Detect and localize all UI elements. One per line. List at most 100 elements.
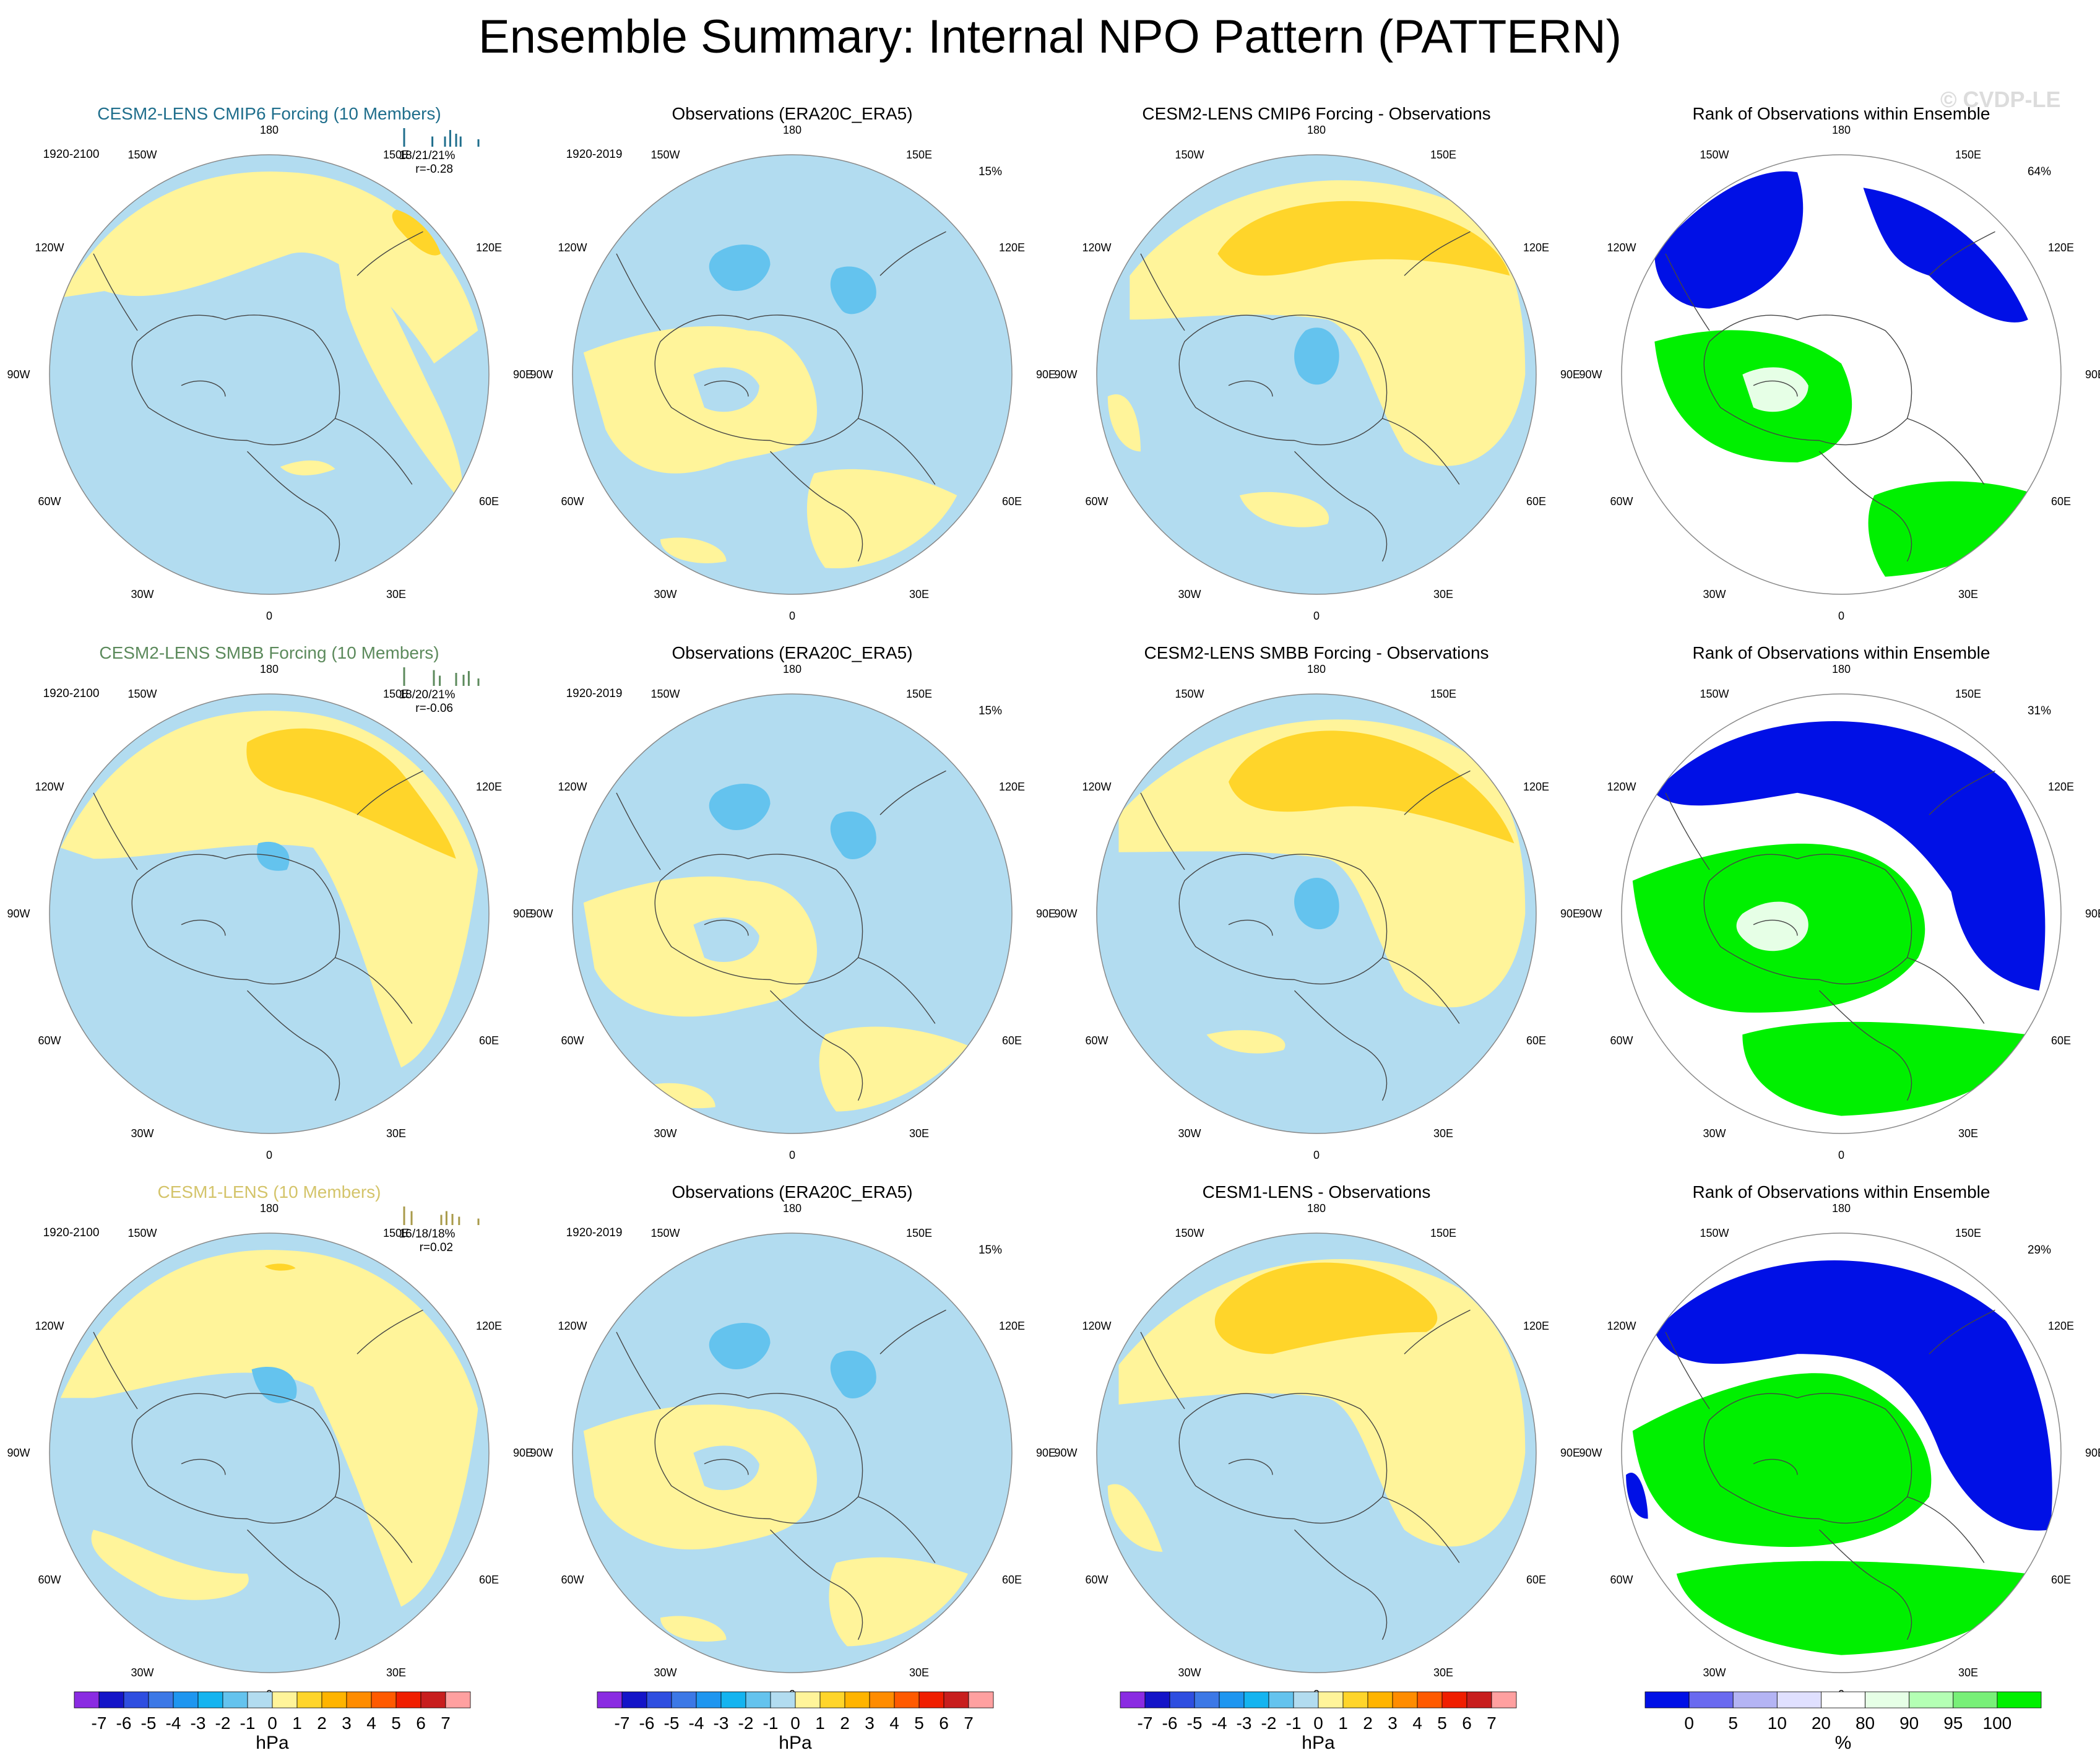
colorbar-tick: 100 [1983,1713,2012,1733]
contour-region-3 [280,460,335,475]
colorbar-box [1417,1691,1443,1709]
colorbar-box [1997,1691,2042,1709]
colorbar-box [247,1691,273,1709]
lon-label: 30W [1178,1127,1201,1140]
colorbar-tick: 80 [1856,1713,1875,1733]
panel-map-r2c3 [1622,1233,2061,1673]
colorbar-tick: -2 [1261,1713,1277,1733]
lon-label: 90W [530,1447,553,1459]
colorbar-box [1441,1691,1467,1709]
pattern-correlation: r=-0.28 [415,163,453,176]
colorbar-box [869,1691,895,1709]
contour-region-2 [256,841,290,871]
lon-label: 150W [1175,688,1204,700]
lon-label: 30W [654,588,676,600]
colorbar-box [1821,1691,1865,1709]
colorbar-box [1243,1691,1269,1709]
lon-label: 120E [476,781,502,793]
lon-label: 90W [1579,1447,1602,1459]
contour-region-4 [819,1026,968,1112]
panel-title: CESM2-LENS SMBB Forcing - Observations [1144,643,1489,662]
lon-label: 60W [561,1034,584,1047]
contour-region-3 [91,1530,249,1600]
lon-label: 0 [789,1149,795,1161]
colorbar-box [943,1691,969,1709]
contour-region-2 [1107,1484,1163,1552]
panel-title: Rank of Observations within Ensemble [1693,1182,1990,1202]
lon-label: 30W [1178,1666,1201,1679]
lon-label: 90W [1054,907,1077,920]
colorbar-box [74,1691,100,1709]
colorbar-tick: -6 [116,1713,132,1733]
contour-region-1 [1229,730,1515,844]
colorbar-tick: 0 [790,1713,800,1733]
colorbar-tick: -1 [1286,1713,1302,1733]
lon-label: 150W [127,1227,157,1239]
panel-map-r1c1 [573,694,1012,1133]
lon-label: 90W [530,368,553,381]
lon-label: 60W [561,1574,584,1586]
coastline [1665,231,1995,397]
colorbar-tick: 10 [1768,1713,1787,1733]
coastline [93,231,423,397]
colorbar-tick: 5 [914,1713,924,1733]
panel-map-r1c0 [50,694,489,1133]
map-border [1096,1232,1537,1673]
map-border [49,154,490,595]
contour-region-0 [709,784,771,830]
colorbar-tick: 2 [840,1713,850,1733]
colorbar-tick: -4 [1212,1713,1227,1733]
lon-label: 30E [386,1127,406,1140]
lon-label: 150W [1700,1227,1729,1239]
lon-label: 180 [1307,124,1326,136]
contour-region-2 [392,209,441,256]
lon-label: 90E [1036,1447,1056,1459]
rank-region-0 [1654,721,2046,991]
colorbar-box [1293,1691,1319,1709]
contour-region-3 [693,367,759,412]
lon-label: 30W [131,588,153,600]
contour-region-1 [1217,201,1510,276]
lon-label: 30E [1433,1127,1453,1140]
colorbar-tick: 5 [1437,1713,1447,1733]
colorbar-box [1392,1691,1418,1709]
colorbar-tick: 4 [1412,1713,1422,1733]
panel-r1c2: CESM2-LENS SMBB Forcing - Observations18… [1054,643,1580,1161]
colorbar-tick: 0 [1684,1713,1694,1733]
colorbar-box [1219,1691,1245,1709]
lon-label: 180 [1832,124,1851,136]
pattern-percent: 64% [2028,165,2051,178]
rank-region-2 [1626,1472,1648,1519]
coastline [770,957,936,1101]
panel-title: CESM1-LENS - Observations [1203,1182,1431,1202]
colorbar-tick: 95 [1943,1713,1963,1733]
lon-label: 60W [1085,495,1108,508]
lon-label: 120E [999,1320,1025,1332]
lon-label: 120W [35,1320,64,1332]
colorbar-tick: -1 [763,1713,779,1733]
coastline [1178,854,1388,985]
rmse-stats: 18/20/21% [399,688,456,701]
lon-label: 150E [906,1227,932,1239]
colorbar-box [770,1691,796,1709]
colorbar-box [197,1691,223,1709]
colorbar-tick: 4 [889,1713,899,1733]
lon-label: 90E [2085,1447,2100,1459]
map-border [1096,154,1537,595]
lon-label: 120W [1607,1320,1636,1332]
lon-label: 30W [654,1666,676,1679]
lon-label: 30W [1703,1127,1726,1140]
contour-region-1 [830,1350,876,1399]
coastline [616,1309,946,1475]
lon-label: 30E [386,1666,406,1679]
colorbar-box [1776,1691,1821,1709]
period-label: 1920-2100 [43,148,100,161]
coastline [770,418,936,562]
colorbar-box [1644,1691,1690,1709]
lon-label: 180 [260,1202,279,1215]
lon-label: 120E [476,241,502,254]
colorbar-tick: -2 [215,1713,231,1733]
